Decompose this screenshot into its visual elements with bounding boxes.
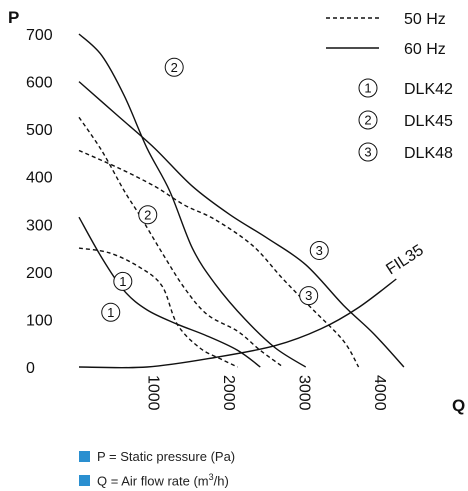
circle-badge-number: 1 xyxy=(107,305,114,320)
legend-model-label: DLK45 xyxy=(404,113,453,130)
curve-2-60hz xyxy=(78,33,307,368)
circle-badge-number: 2 xyxy=(171,60,178,75)
legend-model-marker: 1 xyxy=(358,78,378,98)
legend-freq-label: 50 Hz xyxy=(404,11,446,28)
circle-badge-number: 1 xyxy=(364,81,371,96)
flow-note: Q = Air flow rate (m3/h) xyxy=(79,472,229,488)
legend-model-label: DLK48 xyxy=(404,145,453,162)
circle-badge-number: 1 xyxy=(119,274,126,289)
curve-1-60hz xyxy=(78,216,261,368)
fil35-label: FIL35 xyxy=(383,242,427,279)
x-tick-label: 4000 xyxy=(371,375,388,411)
fan-curve-chart: P Q 0 100 200 300 400 500 600 700 1000 2000 3000 40… xyxy=(8,8,465,415)
curve-fil35 xyxy=(78,278,397,369)
circle-badge xyxy=(101,302,121,322)
y-tick-label: 500 xyxy=(26,122,53,139)
curve-marker-2: 2 xyxy=(138,205,158,225)
x-tick-label: 2000 xyxy=(220,375,237,411)
circle-badge-number: 3 xyxy=(305,288,312,303)
legend-model-label: DLK42 xyxy=(404,81,453,98)
legend-model-marker: 3 xyxy=(358,142,378,162)
y-tick-label: 600 xyxy=(26,75,53,92)
curve-marker-3: 3 xyxy=(299,286,319,306)
circle-badge xyxy=(358,110,378,130)
pressure-note: P = Static pressure (Pa) xyxy=(79,449,235,464)
curve-1-50hz xyxy=(78,247,238,368)
y-tick-label: 400 xyxy=(26,170,53,187)
circle-badge-number: 3 xyxy=(316,243,323,258)
circle-badge xyxy=(358,78,378,98)
curve-marker-2: 2 xyxy=(164,57,184,77)
y-axis-title: P xyxy=(8,8,19,27)
legend-model-marker: 2 xyxy=(358,110,378,130)
circle-badge-number: 2 xyxy=(364,113,371,128)
circle-badge xyxy=(113,271,133,291)
flow-note-text: Q = Air flow rate (m3/h) xyxy=(97,472,229,489)
legend: 50 Hz 60 Hz 1 DLK42 2 DLK45 3 DLK48 xyxy=(326,11,453,162)
curve-3-60hz xyxy=(78,81,405,368)
curve-marker-layer: 1 1 2 2 3 3 xyxy=(101,57,329,322)
x-axis-title: Q xyxy=(452,396,465,415)
circle-badge xyxy=(138,205,158,225)
legend-freq-label: 60 Hz xyxy=(404,41,446,58)
circle-badge xyxy=(164,57,184,77)
curve-3-50hz xyxy=(78,149,360,368)
curve-2-50hz xyxy=(78,116,284,368)
curve-marker-1: 1 xyxy=(113,271,133,291)
curve-marker-1: 1 xyxy=(101,302,121,322)
axes-layer: 0 100 200 300 400 500 600 700 1000 2000 3000 4000 xyxy=(26,27,388,411)
circle-badge-number: 3 xyxy=(364,145,371,160)
y-tick-label: 700 xyxy=(26,27,53,44)
curve-marker-3: 3 xyxy=(309,240,329,260)
y-tick-label: 100 xyxy=(26,312,53,329)
y-tick-label: 200 xyxy=(26,265,53,282)
circle-badge xyxy=(299,286,319,306)
bullet-square-icon xyxy=(79,474,90,486)
x-tick-label: 3000 xyxy=(296,375,313,411)
circle-badge xyxy=(309,240,329,260)
circle-badge-number: 2 xyxy=(144,207,151,222)
pressure-note-text: P = Static pressure (Pa) xyxy=(97,449,236,464)
bullet-square-icon xyxy=(79,451,90,462)
x-tick-label: 1000 xyxy=(145,375,162,411)
circle-badge xyxy=(358,142,378,162)
y-tick-label: 0 xyxy=(26,360,35,377)
y-tick-label: 300 xyxy=(26,217,53,234)
